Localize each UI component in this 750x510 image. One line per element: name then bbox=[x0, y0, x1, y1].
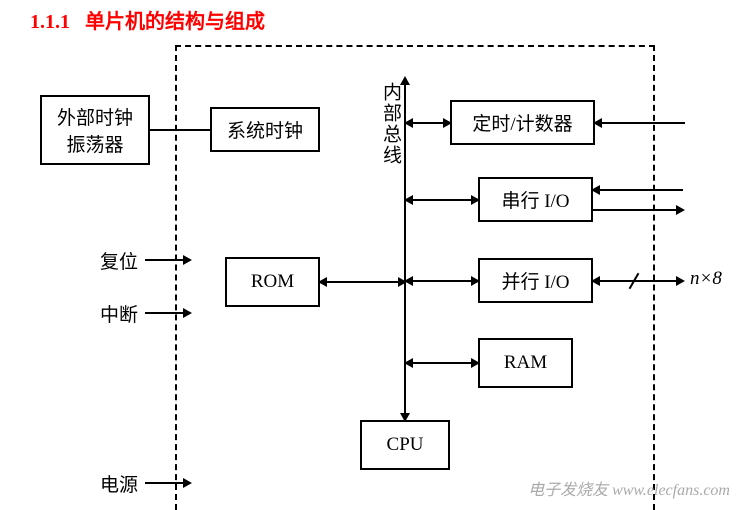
n8-label: n×8 bbox=[690, 268, 722, 290]
section-number: 1.1.1 bbox=[30, 11, 70, 33]
bus-label: 内部总线 bbox=[377, 82, 404, 166]
power-label: 电源 bbox=[100, 470, 138, 497]
parallel-io-block: 并行 I/O bbox=[478, 258, 593, 303]
ext-clock-line bbox=[150, 129, 210, 131]
serial-in bbox=[593, 189, 683, 191]
serial-bus-conn bbox=[406, 199, 478, 201]
serial-out bbox=[593, 209, 683, 211]
ext-clock-block: 外部时钟 振荡器 bbox=[40, 95, 150, 165]
watermark: 电子发烧友 www.elecfans.com bbox=[528, 476, 730, 500]
timer-bus-conn bbox=[406, 122, 450, 124]
internal-bus bbox=[404, 78, 406, 420]
interrupt-arrow bbox=[145, 312, 190, 314]
parallel-ext-conn bbox=[593, 280, 683, 282]
reset-arrow bbox=[145, 259, 190, 261]
section-title: 1.1.1 单片机的结构与组成 bbox=[30, 5, 265, 34]
reset-label: 复位 bbox=[100, 247, 138, 274]
parallel-bus-conn bbox=[406, 280, 478, 282]
cpu-block: CPU bbox=[360, 420, 450, 470]
serial-io-block: 串行 I/O bbox=[478, 177, 593, 222]
rom-block: ROM bbox=[225, 257, 320, 307]
ram-block: RAM bbox=[478, 338, 573, 388]
rom-bus-conn bbox=[320, 281, 405, 283]
section-text: 单片机的结构与组成 bbox=[85, 11, 265, 33]
interrupt-label: 中断 bbox=[100, 300, 138, 327]
timer-block: 定时/计数器 bbox=[450, 100, 595, 145]
power-arrow bbox=[145, 482, 190, 484]
sys-clock-block: 系统时钟 bbox=[210, 107, 320, 152]
ram-bus-conn bbox=[406, 362, 478, 364]
timer-ext-in bbox=[595, 122, 685, 124]
